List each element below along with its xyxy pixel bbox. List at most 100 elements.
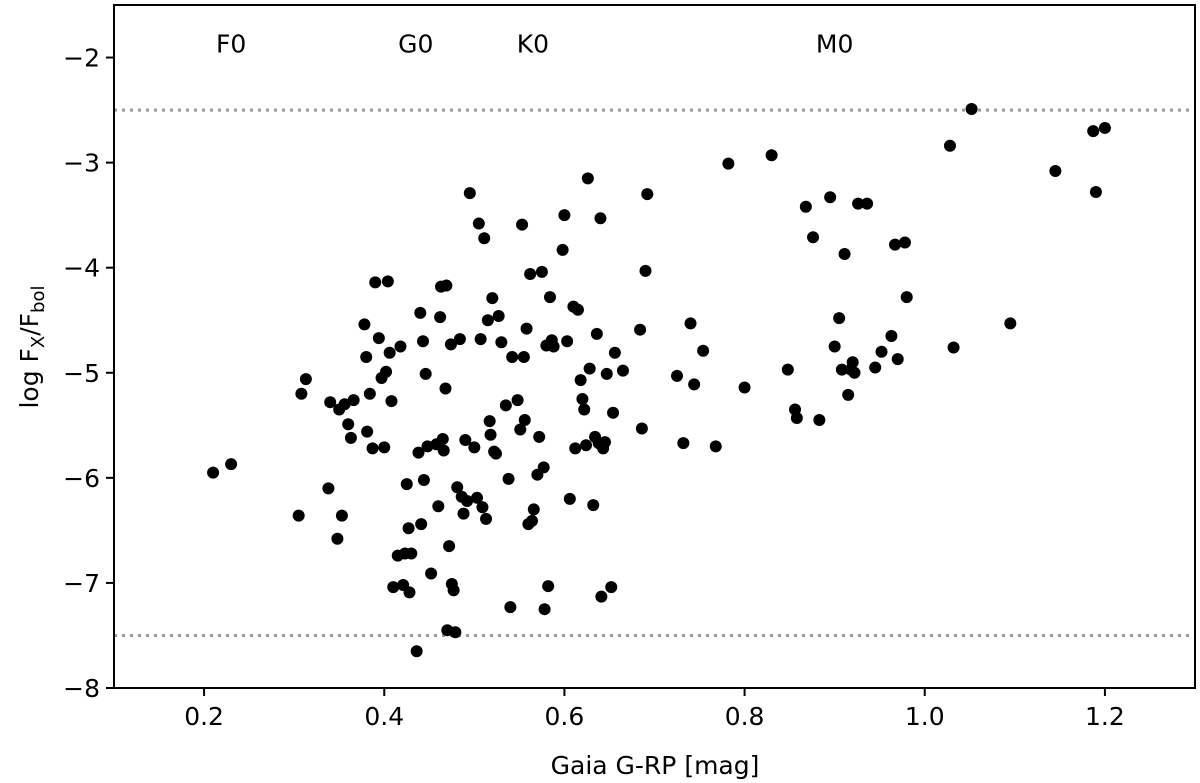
data-point <box>499 399 512 412</box>
x-tick-label: 0.4 <box>364 702 404 731</box>
data-point <box>400 478 413 491</box>
data-point <box>616 364 629 377</box>
data-point <box>824 191 837 204</box>
x-axis-ticks: 0.2 0.4 0.6 0.8 1.0 1.2 <box>184 688 1125 731</box>
data-point <box>846 356 859 369</box>
data-point <box>412 446 425 459</box>
data-point <box>517 351 530 364</box>
data-point <box>738 381 751 394</box>
data-point <box>421 440 434 453</box>
data-point <box>449 626 462 639</box>
data-point <box>697 344 710 357</box>
data-point <box>335 509 348 522</box>
data-point <box>594 212 607 225</box>
annotation-label: K0 <box>517 29 549 58</box>
data-point <box>207 466 220 479</box>
data-point <box>417 473 430 486</box>
y-axis-ticks: −8 −7 −6 −5 −4 −3 −2 <box>63 44 114 703</box>
data-point <box>799 200 812 213</box>
data-point <box>833 312 846 325</box>
data-point <box>828 340 841 353</box>
data-point <box>558 209 571 222</box>
x-tick-label: 1.0 <box>905 702 945 731</box>
data-point <box>634 323 647 336</box>
data-point <box>516 218 529 231</box>
data-point <box>514 423 527 436</box>
data-point <box>590 327 603 340</box>
data-point <box>535 265 548 278</box>
data-point <box>781 363 794 376</box>
data-point <box>402 522 415 535</box>
data-point <box>338 398 351 411</box>
data-point <box>486 292 499 305</box>
data-point <box>383 346 396 359</box>
data-point <box>331 532 344 545</box>
data-point <box>504 601 517 614</box>
data-points <box>207 103 1111 658</box>
annotation-label: G0 <box>398 29 433 58</box>
data-point <box>342 418 355 431</box>
x-axis-label: Gaia G-RP [mag] <box>551 751 760 780</box>
data-point <box>502 472 515 485</box>
x-tick-label: 0.6 <box>545 702 585 731</box>
data-point <box>891 353 904 366</box>
data-point <box>574 374 587 387</box>
data-point <box>363 387 376 400</box>
data-point <box>900 291 913 304</box>
data-point <box>416 335 429 348</box>
data-point <box>556 243 569 256</box>
reference-lines <box>114 108 1195 637</box>
data-point <box>525 514 538 527</box>
y-tick-label: −2 <box>63 44 100 73</box>
data-point <box>378 441 391 454</box>
data-point <box>898 236 911 249</box>
data-point <box>225 458 238 471</box>
data-point <box>605 581 618 594</box>
data-point <box>443 540 456 553</box>
data-point <box>436 432 449 445</box>
data-point <box>527 503 540 516</box>
data-point <box>437 444 450 457</box>
data-point <box>292 509 305 522</box>
data-point <box>639 264 652 277</box>
data-point <box>439 382 452 395</box>
data-point <box>385 395 398 408</box>
data-point <box>835 363 848 376</box>
data-point <box>403 586 416 599</box>
data-point <box>471 491 484 504</box>
data-point <box>447 584 460 597</box>
data-point <box>358 318 371 331</box>
y-tick-label: −6 <box>63 464 100 493</box>
x-tick-label: 0.2 <box>184 702 224 731</box>
annotation-label: M0 <box>816 29 853 58</box>
data-point <box>459 434 472 447</box>
data-point <box>453 333 466 346</box>
data-point <box>595 590 608 603</box>
data-point <box>544 291 557 304</box>
y-tick-label: −7 <box>63 569 100 598</box>
data-point <box>484 428 497 441</box>
data-point <box>381 275 394 288</box>
data-point <box>684 317 697 330</box>
data-point <box>472 217 485 230</box>
data-point <box>432 500 445 513</box>
data-point <box>495 336 508 349</box>
annotation-label: F0 <box>216 29 246 58</box>
y-tick-label: −5 <box>63 359 100 388</box>
data-point <box>476 501 489 514</box>
data-point <box>538 603 551 616</box>
data-point <box>563 492 576 505</box>
data-point <box>360 351 373 364</box>
y-tick-label: −4 <box>63 254 100 283</box>
y-tick-label: −8 <box>63 674 100 703</box>
data-point <box>547 340 560 353</box>
data-point <box>943 139 956 152</box>
data-point <box>671 369 684 382</box>
data-point <box>581 172 594 185</box>
x-tick-label: 1.2 <box>1085 702 1125 731</box>
data-point <box>537 461 550 474</box>
data-point <box>1089 186 1102 199</box>
data-point <box>852 197 865 210</box>
data-point <box>561 335 574 348</box>
